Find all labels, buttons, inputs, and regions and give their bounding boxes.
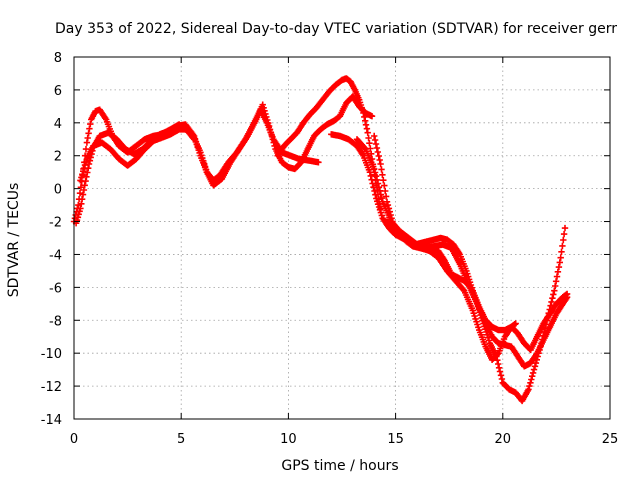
chart-title: Day 353 of 2022, Sidereal Day-to-day VTE… — [55, 21, 617, 37]
axis-ticks: 0 5 10 15 20 25 -14 -12 -10 -8 -6 -4 -2 0 2 4 6 8 — [41, 51, 619, 447]
plot-frame — [73, 56, 611, 420]
x-tick-label: 5 — [177, 432, 185, 447]
y-tick-label: -12 — [41, 380, 62, 395]
y-tick-label: -10 — [41, 347, 62, 362]
y-tick-label: -8 — [49, 314, 62, 329]
data-point-markers — [77, 93, 376, 189]
series-satellite-track-8 — [383, 218, 571, 363]
series-satellite-track-5 — [328, 131, 519, 334]
x-tick-label: 10 — [280, 432, 297, 447]
x-axis-label: GPS time / hours — [281, 458, 398, 474]
y-tick-label: 2 — [54, 150, 62, 165]
data-points — [70, 75, 571, 405]
y-tick-label: -6 — [49, 281, 62, 296]
y-tick-label: 6 — [54, 84, 62, 99]
data-point-markers — [328, 131, 519, 334]
x-tick-label: 0 — [70, 432, 78, 447]
y-tick-label: 0 — [54, 183, 62, 198]
data-point-markers — [371, 132, 569, 405]
data-point-markers — [383, 218, 571, 363]
series-satellite-track-4 — [274, 75, 384, 212]
y-tick-label: 4 — [54, 117, 62, 132]
data-point-markers — [274, 75, 384, 212]
series-satellite-track-3 — [77, 93, 376, 189]
grid-lines — [74, 57, 610, 419]
series-satellite-track-7 — [371, 132, 569, 405]
y-axis-label: SDTVAR / TECUs — [6, 183, 22, 298]
x-tick-label: 20 — [495, 432, 512, 447]
y-tick-label: -14 — [41, 413, 62, 428]
y-tick-label: 8 — [54, 51, 62, 66]
x-tick-label: 15 — [387, 432, 404, 447]
y-tick-label: -2 — [49, 216, 62, 231]
y-tick-label: -4 — [49, 248, 62, 263]
x-tick-label: 25 — [602, 432, 619, 447]
